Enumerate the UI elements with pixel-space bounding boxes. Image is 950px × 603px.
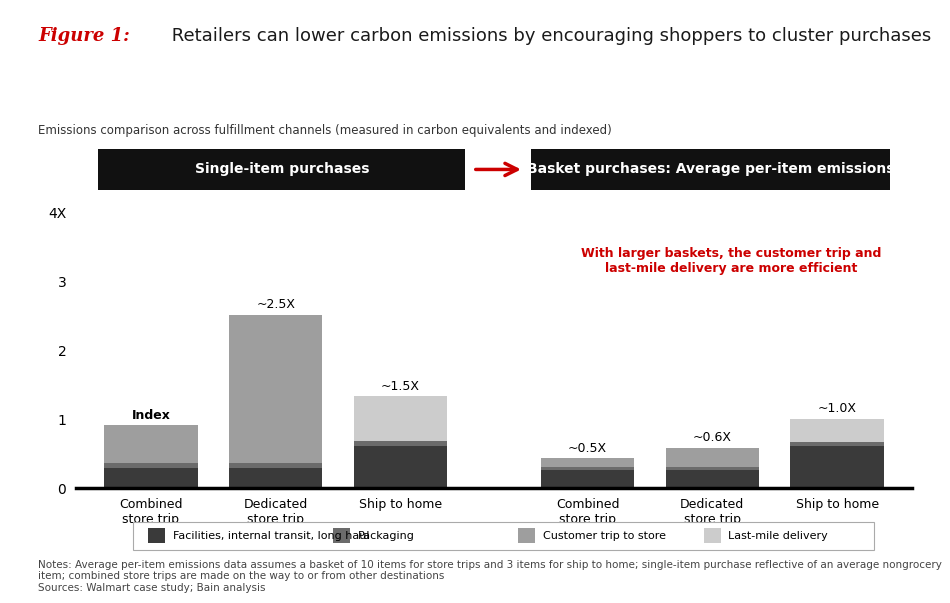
Text: Customer trip to store: Customer trip to store: [543, 531, 666, 541]
Text: Notes: Average per-item emissions data assumes a basket of 10 items for store tr: Notes: Average per-item emissions data a…: [38, 560, 941, 593]
Text: Emissions comparison across fulfillment channels (measured in carbon equivalents: Emissions comparison across fulfillment …: [38, 124, 612, 137]
Text: ~0.6X: ~0.6X: [693, 431, 732, 444]
Bar: [541, 470, 635, 488]
Bar: [790, 442, 884, 446]
Text: Index: Index: [131, 409, 170, 421]
Text: Last-mile delivery: Last-mile delivery: [729, 531, 828, 541]
Bar: [104, 463, 198, 468]
Bar: [104, 425, 198, 463]
Bar: [790, 419, 884, 442]
Text: ~2.5X: ~2.5X: [256, 298, 295, 311]
Bar: [666, 470, 759, 488]
Bar: [541, 467, 635, 470]
Text: Retailers can lower carbon emissions by encouraging shoppers to cluster purchase: Retailers can lower carbon emissions by …: [166, 27, 932, 45]
Bar: [229, 468, 322, 488]
Bar: [229, 463, 322, 468]
Text: Single-item purchases: Single-item purchases: [195, 162, 370, 177]
Bar: [353, 446, 447, 488]
Bar: [353, 441, 447, 446]
Text: Basket purchases: Average per-item emissions: Basket purchases: Average per-item emiss…: [526, 162, 894, 177]
Bar: [104, 468, 198, 488]
Bar: [353, 396, 447, 441]
Bar: [666, 467, 759, 470]
Text: Facilities, internal transit, long haul: Facilities, internal transit, long haul: [173, 531, 369, 541]
Text: ~1.5X: ~1.5X: [381, 380, 420, 393]
Bar: [666, 448, 759, 467]
Text: Figure 1:: Figure 1:: [38, 27, 130, 45]
Text: ~1.0X: ~1.0X: [818, 402, 857, 415]
Bar: [790, 446, 884, 488]
Text: With larger baskets, the customer trip and
last-mile delivery are more efficient: With larger baskets, the customer trip a…: [581, 247, 882, 275]
Text: Packaging: Packaging: [358, 531, 414, 541]
Bar: [541, 458, 635, 467]
Bar: [229, 315, 322, 463]
Text: ~0.5X: ~0.5X: [568, 441, 607, 455]
